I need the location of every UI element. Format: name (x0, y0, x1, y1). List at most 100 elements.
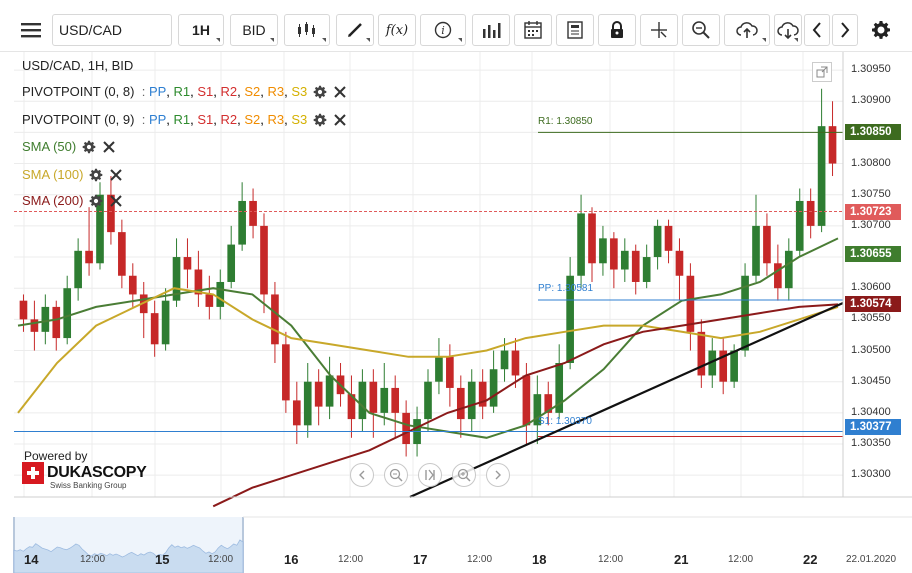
candle-up (741, 275, 749, 351)
zoom-icon[interactable] (682, 14, 720, 46)
sma-line-2 (212, 303, 839, 508)
download-icon[interactable] (774, 14, 802, 46)
candle-down (511, 350, 520, 376)
function-icon[interactable]: f(x) (378, 14, 416, 46)
candle-up (817, 126, 826, 226)
chevron-right-icon[interactable] (832, 14, 858, 46)
volume-icon[interactable] (472, 14, 510, 46)
pivot2-s2: S2 (244, 112, 261, 127)
gear-icon[interactable] (313, 85, 327, 99)
close-icon[interactable] (109, 168, 123, 182)
r1-tag: 1.30850 (845, 124, 901, 141)
candles-icon[interactable] (284, 14, 330, 46)
timeframe-selector[interactable]: 1H (178, 14, 224, 46)
date-label: 22.01.2020 (846, 554, 897, 565)
maximize-icon[interactable] (812, 62, 832, 82)
hour-label: 12:00 (598, 554, 624, 565)
upload-icon[interactable] (724, 14, 770, 46)
close-icon[interactable] (102, 140, 116, 154)
candle-down (446, 356, 454, 388)
gear-icon[interactable] (89, 194, 103, 208)
pivot1-s3: S3 (291, 84, 308, 99)
calendar-icon[interactable] (514, 14, 552, 46)
lock-icon[interactable] (598, 14, 636, 46)
price-axis-label: 1.30300 (851, 468, 891, 481)
dukascopy-logo[interactable]: DUKASCOPY (22, 462, 147, 484)
close-icon[interactable] (109, 194, 123, 208)
candle-down (183, 257, 192, 270)
legend-title-text: USD/CAD, 1H, BID (22, 58, 134, 73)
price-axis-label: 1.30950 (851, 63, 891, 76)
candle-down (194, 269, 203, 295)
logo-name: DUKASCOPY (47, 464, 147, 481)
side-selector[interactable]: BID (230, 14, 278, 46)
candle-up (96, 194, 104, 264)
candle-down (402, 412, 410, 445)
pivot1-r3: R3 (267, 84, 285, 99)
close-icon[interactable] (333, 113, 347, 127)
candle-up (795, 200, 804, 251)
close-icon[interactable] (333, 85, 347, 99)
candle-down (107, 194, 115, 233)
day-label: 18 (532, 552, 547, 567)
symbol-selector[interactable]: USD/CAD (52, 14, 172, 46)
candle-down (30, 319, 39, 332)
pivot2-s1: S1 (197, 112, 214, 127)
price-axis-label: 1.30800 (851, 156, 891, 169)
trend-line[interactable] (409, 301, 844, 499)
candle-up (566, 275, 574, 364)
candle-down (522, 375, 531, 426)
candle-up (303, 381, 312, 426)
pivot1-s2: S2 (244, 84, 261, 99)
candle-down (128, 275, 137, 295)
candle-up (730, 350, 738, 382)
gear-icon[interactable] (313, 113, 327, 127)
hour-label: 12:00 (338, 554, 364, 565)
reset-view-button[interactable] (418, 463, 442, 487)
day-label: 14 (24, 552, 39, 567)
zoom-out-button[interactable] (384, 463, 408, 487)
gear-icon[interactable] (89, 168, 103, 182)
candle-up (620, 250, 629, 270)
price-chart[interactable] (0, 52, 912, 573)
candle-up (533, 394, 542, 426)
scroll-left-button[interactable] (350, 463, 374, 487)
navigator[interactable] (13, 516, 912, 573)
candle-down (631, 250, 640, 282)
candle-down (369, 381, 378, 413)
candle-down (347, 394, 356, 420)
pp-line-label: PP: 1.30581 (538, 283, 594, 294)
day-label: 15 (155, 552, 170, 567)
price-axis-label: 1.30700 (851, 218, 891, 231)
pivot1-label: PIVOTPOINT (0, 8) (22, 84, 135, 99)
crosshair-icon[interactable] (640, 14, 678, 46)
candle-up (227, 244, 236, 282)
powered-by-text: Powered by (24, 449, 88, 463)
candle-down (478, 381, 487, 407)
sma50-label: SMA (50) (22, 139, 77, 154)
toolbar: USD/CAD 1H BID f(x) i (0, 0, 912, 52)
gear-icon[interactable] (82, 140, 96, 154)
r1-line-label: R1: 1.30850 (538, 116, 593, 127)
candles (19, 88, 837, 457)
price-axis-label: 1.30450 (851, 374, 891, 387)
candle-up (784, 250, 793, 289)
zoom-in-button[interactable] (452, 463, 476, 487)
chevron-left-icon[interactable] (804, 14, 830, 46)
symbol-label: USD/CAD (59, 22, 123, 38)
candle-down (774, 263, 782, 289)
info-icon[interactable]: i (420, 14, 466, 46)
scroll-right-button[interactable] (486, 463, 510, 487)
candle-up (238, 200, 246, 245)
gear-icon[interactable] (866, 14, 896, 46)
hour-label: 12:00 (208, 554, 234, 565)
chart-area[interactable]: USD/CAD, 1H, BID PIVOTPOINT (0, 8) : PP,… (0, 52, 912, 573)
candle-down (292, 400, 301, 426)
menu-icon[interactable] (14, 14, 48, 46)
pivot2-r1: R1 (173, 112, 191, 127)
report-icon[interactable] (556, 14, 594, 46)
draw-icon[interactable] (336, 14, 374, 46)
legend-pivot2: PIVOTPOINT (0, 9) : PP, R1, S1, R2, S2, … (22, 112, 347, 127)
swiss-cross-icon (22, 462, 44, 484)
